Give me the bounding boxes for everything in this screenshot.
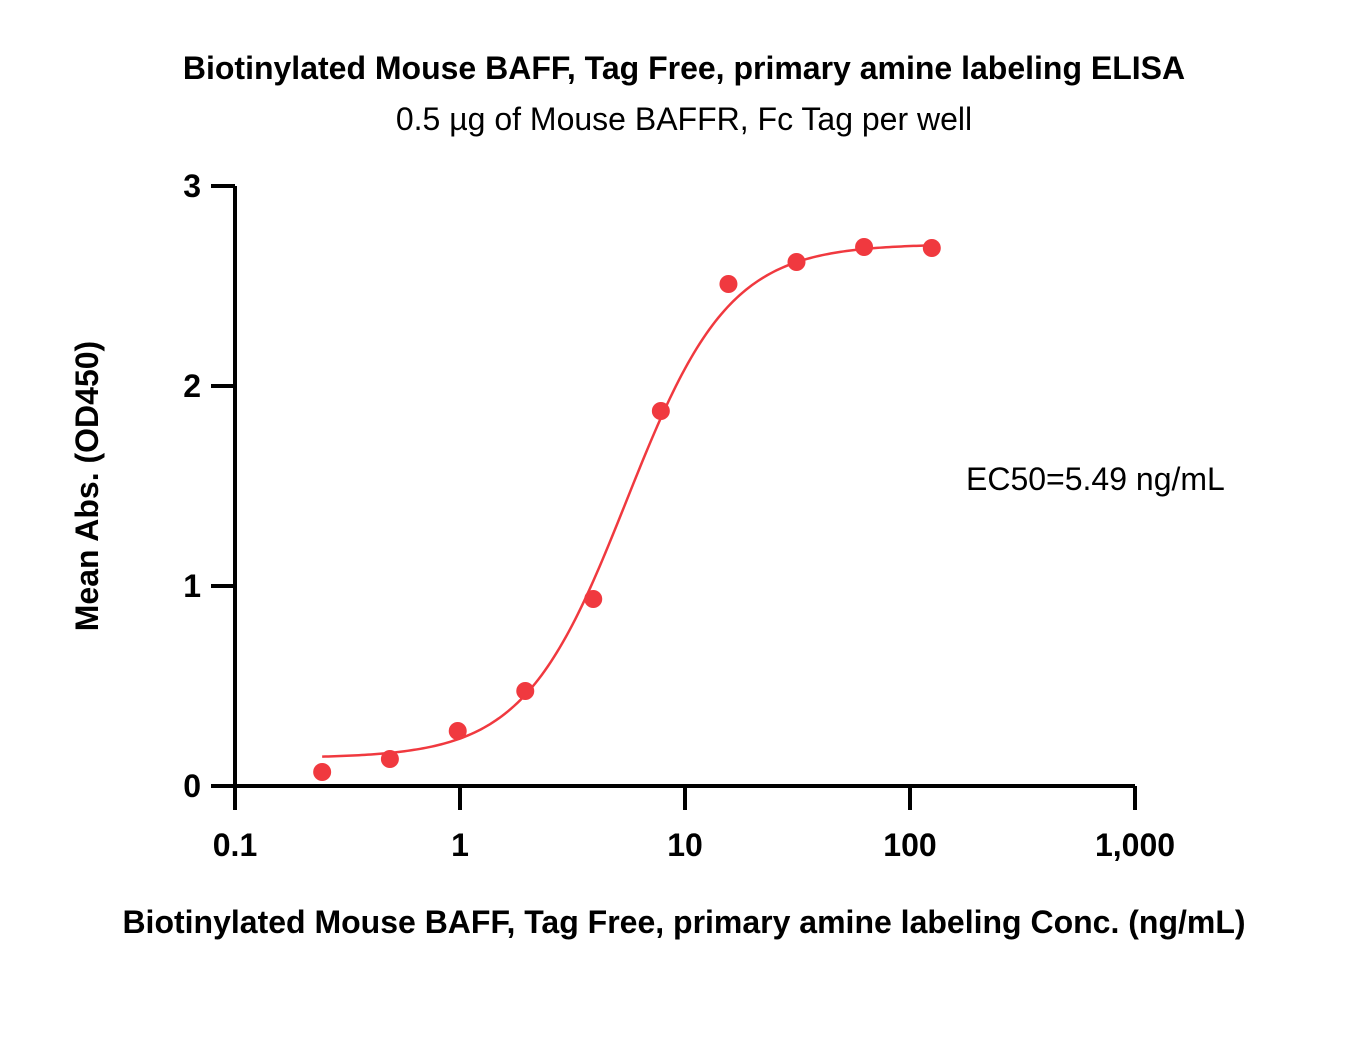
- data-point: [448, 722, 467, 740]
- y-tick-label: 3: [183, 168, 201, 204]
- y-tick-label: 1: [183, 568, 201, 604]
- x-tick-label: 0.1: [213, 827, 257, 863]
- ec50-annotation: EC50=5.49 ng/mL: [966, 461, 1225, 497]
- fit-curve: [322, 244, 932, 758]
- x-tick-label: 100: [883, 827, 936, 863]
- data-points: [313, 238, 941, 781]
- y-tick-label: 0: [183, 768, 201, 804]
- x-tick-label: 1: [451, 827, 469, 863]
- chart-subtitle: 0.5 µg of Mouse BAFFR, Fc Tag per well: [396, 101, 972, 137]
- data-point: [380, 750, 399, 768]
- data-point: [922, 239, 941, 257]
- data-point: [651, 402, 670, 420]
- data-point: [516, 682, 535, 700]
- x-axis-ticks: 0.1 1 10 100 1,000: [213, 786, 1175, 863]
- y-tick-label: 2: [183, 368, 201, 404]
- x-tick-label: 10: [667, 827, 703, 863]
- x-axis-label: Biotinylated Mouse BAFF, Tag Free, prima…: [122, 904, 1245, 940]
- data-point: [787, 253, 806, 271]
- data-point: [719, 275, 738, 293]
- chart-title: Biotinylated Mouse BAFF, Tag Free, prima…: [183, 50, 1185, 86]
- y-axis-ticks: 0 1 2 3: [183, 168, 235, 804]
- y-axis-label: Mean Abs. (OD450): [69, 341, 105, 631]
- data-point: [313, 763, 332, 781]
- data-point: [584, 590, 603, 608]
- data-point: [855, 238, 874, 256]
- x-tick-label: 1,000: [1095, 827, 1175, 863]
